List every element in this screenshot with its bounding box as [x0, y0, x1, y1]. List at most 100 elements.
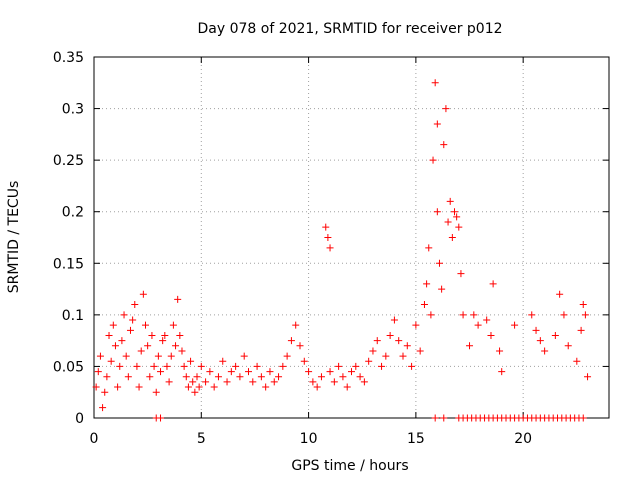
data-point: [511, 321, 519, 329]
data-point: [348, 368, 355, 376]
data-point: [487, 331, 495, 339]
data-point: [99, 404, 107, 412]
data-point: [423, 280, 431, 288]
data-point: [551, 331, 559, 339]
data-point: [180, 362, 188, 370]
data-point: [253, 362, 261, 370]
y-tick-label: 0.15: [53, 256, 84, 272]
data-point: [176, 331, 184, 339]
data-point: [442, 105, 450, 113]
data-point: [214, 373, 222, 381]
data-point: [343, 383, 351, 391]
data-point: [131, 301, 139, 309]
data-point: [427, 311, 435, 319]
data-point: [577, 326, 585, 334]
zero-point: [157, 414, 165, 422]
y-axis-label: SRMTID / TECUs: [6, 181, 22, 294]
data-point: [232, 362, 240, 370]
data-point: [245, 368, 252, 376]
data-point: [305, 368, 313, 376]
data-point: [356, 373, 364, 381]
data-point: [373, 337, 381, 345]
data-point: [195, 383, 203, 391]
data-point: [111, 342, 119, 350]
data-point: [309, 378, 317, 386]
data-point: [573, 357, 581, 365]
data-point: [210, 383, 218, 391]
data-point: [322, 223, 330, 231]
data-point: [206, 368, 214, 376]
data-point: [489, 280, 497, 288]
data-point: [399, 352, 407, 360]
x-tick-label: 15: [407, 431, 425, 447]
data-point: [296, 342, 304, 350]
data-point: [92, 383, 100, 391]
data-point: [129, 316, 137, 324]
data-point: [165, 378, 173, 386]
data-point: [178, 347, 186, 355]
data-point: [395, 337, 403, 345]
data-point: [313, 383, 321, 391]
zero-point: [579, 414, 587, 422]
data-point: [157, 368, 165, 376]
data-point: [579, 301, 587, 309]
data-point: [365, 357, 373, 365]
data-point: [135, 383, 143, 391]
data-point: [528, 311, 536, 319]
data-point: [279, 362, 287, 370]
data-point: [223, 378, 231, 386]
data-point: [408, 362, 416, 370]
data-point: [416, 347, 424, 355]
data-point: [326, 368, 334, 376]
data-point: [425, 244, 433, 252]
data-point: [496, 347, 504, 355]
data-point: [360, 378, 368, 386]
data-point: [167, 352, 175, 360]
data-point: [137, 347, 145, 355]
data-point: [453, 213, 461, 221]
data-point: [581, 311, 589, 319]
grid: [94, 57, 609, 418]
data-point: [429, 156, 437, 164]
data-point: [466, 342, 474, 350]
y-tick-label: 0.25: [53, 153, 84, 169]
data-point: [317, 373, 325, 381]
data-point: [107, 357, 115, 365]
data-point: [122, 352, 130, 360]
data-point: [187, 357, 195, 365]
data-point: [435, 259, 443, 267]
data-point: [378, 362, 386, 370]
data-point: [101, 388, 109, 396]
x-axis-label: GPS time / hours: [291, 458, 408, 474]
data-points: [92, 79, 592, 422]
data-point: [146, 373, 154, 381]
data-point: [150, 362, 158, 370]
data-point: [118, 337, 126, 345]
data-point: [154, 352, 162, 360]
data-point: [184, 383, 192, 391]
data-point: [275, 373, 283, 381]
y-tick-label: 0: [75, 411, 84, 427]
data-point: [444, 218, 452, 226]
data-point: [197, 362, 205, 370]
data-point: [283, 352, 291, 360]
data-point: [219, 357, 227, 365]
data-point: [148, 331, 156, 339]
zero-point: [440, 414, 448, 422]
data-point: [240, 352, 248, 360]
data-point: [124, 373, 132, 381]
data-point: [202, 378, 210, 386]
data-point: [114, 383, 122, 391]
data-point: [105, 331, 113, 339]
data-point: [94, 368, 102, 376]
data-point: [446, 197, 454, 205]
data-point: [330, 378, 338, 386]
y-tick-label: 0.35: [53, 50, 84, 66]
data-point: [483, 316, 491, 324]
zero-point: [431, 414, 439, 422]
data-point: [560, 311, 568, 319]
data-point: [455, 223, 463, 231]
data-point: [498, 368, 506, 376]
data-point: [300, 357, 308, 365]
